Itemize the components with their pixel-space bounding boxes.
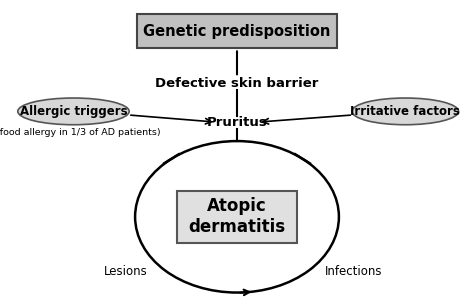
Text: Pruritus: Pruritus [207, 116, 267, 129]
Text: (food allergy in 1/3 of AD patients): (food allergy in 1/3 of AD patients) [0, 128, 161, 137]
Text: Defective skin barrier: Defective skin barrier [155, 77, 319, 90]
Text: Genetic predisposition: Genetic predisposition [143, 24, 331, 39]
FancyBboxPatch shape [176, 191, 298, 243]
FancyBboxPatch shape [137, 14, 337, 48]
Text: Irritative factors: Irritative factors [350, 105, 460, 118]
Text: Lesions: Lesions [104, 265, 147, 278]
Text: Allergic triggers: Allergic triggers [19, 105, 128, 118]
Text: Infections: Infections [324, 265, 382, 278]
Ellipse shape [18, 98, 129, 125]
Ellipse shape [352, 98, 459, 125]
Text: Atopic
dermatitis: Atopic dermatitis [189, 198, 285, 236]
